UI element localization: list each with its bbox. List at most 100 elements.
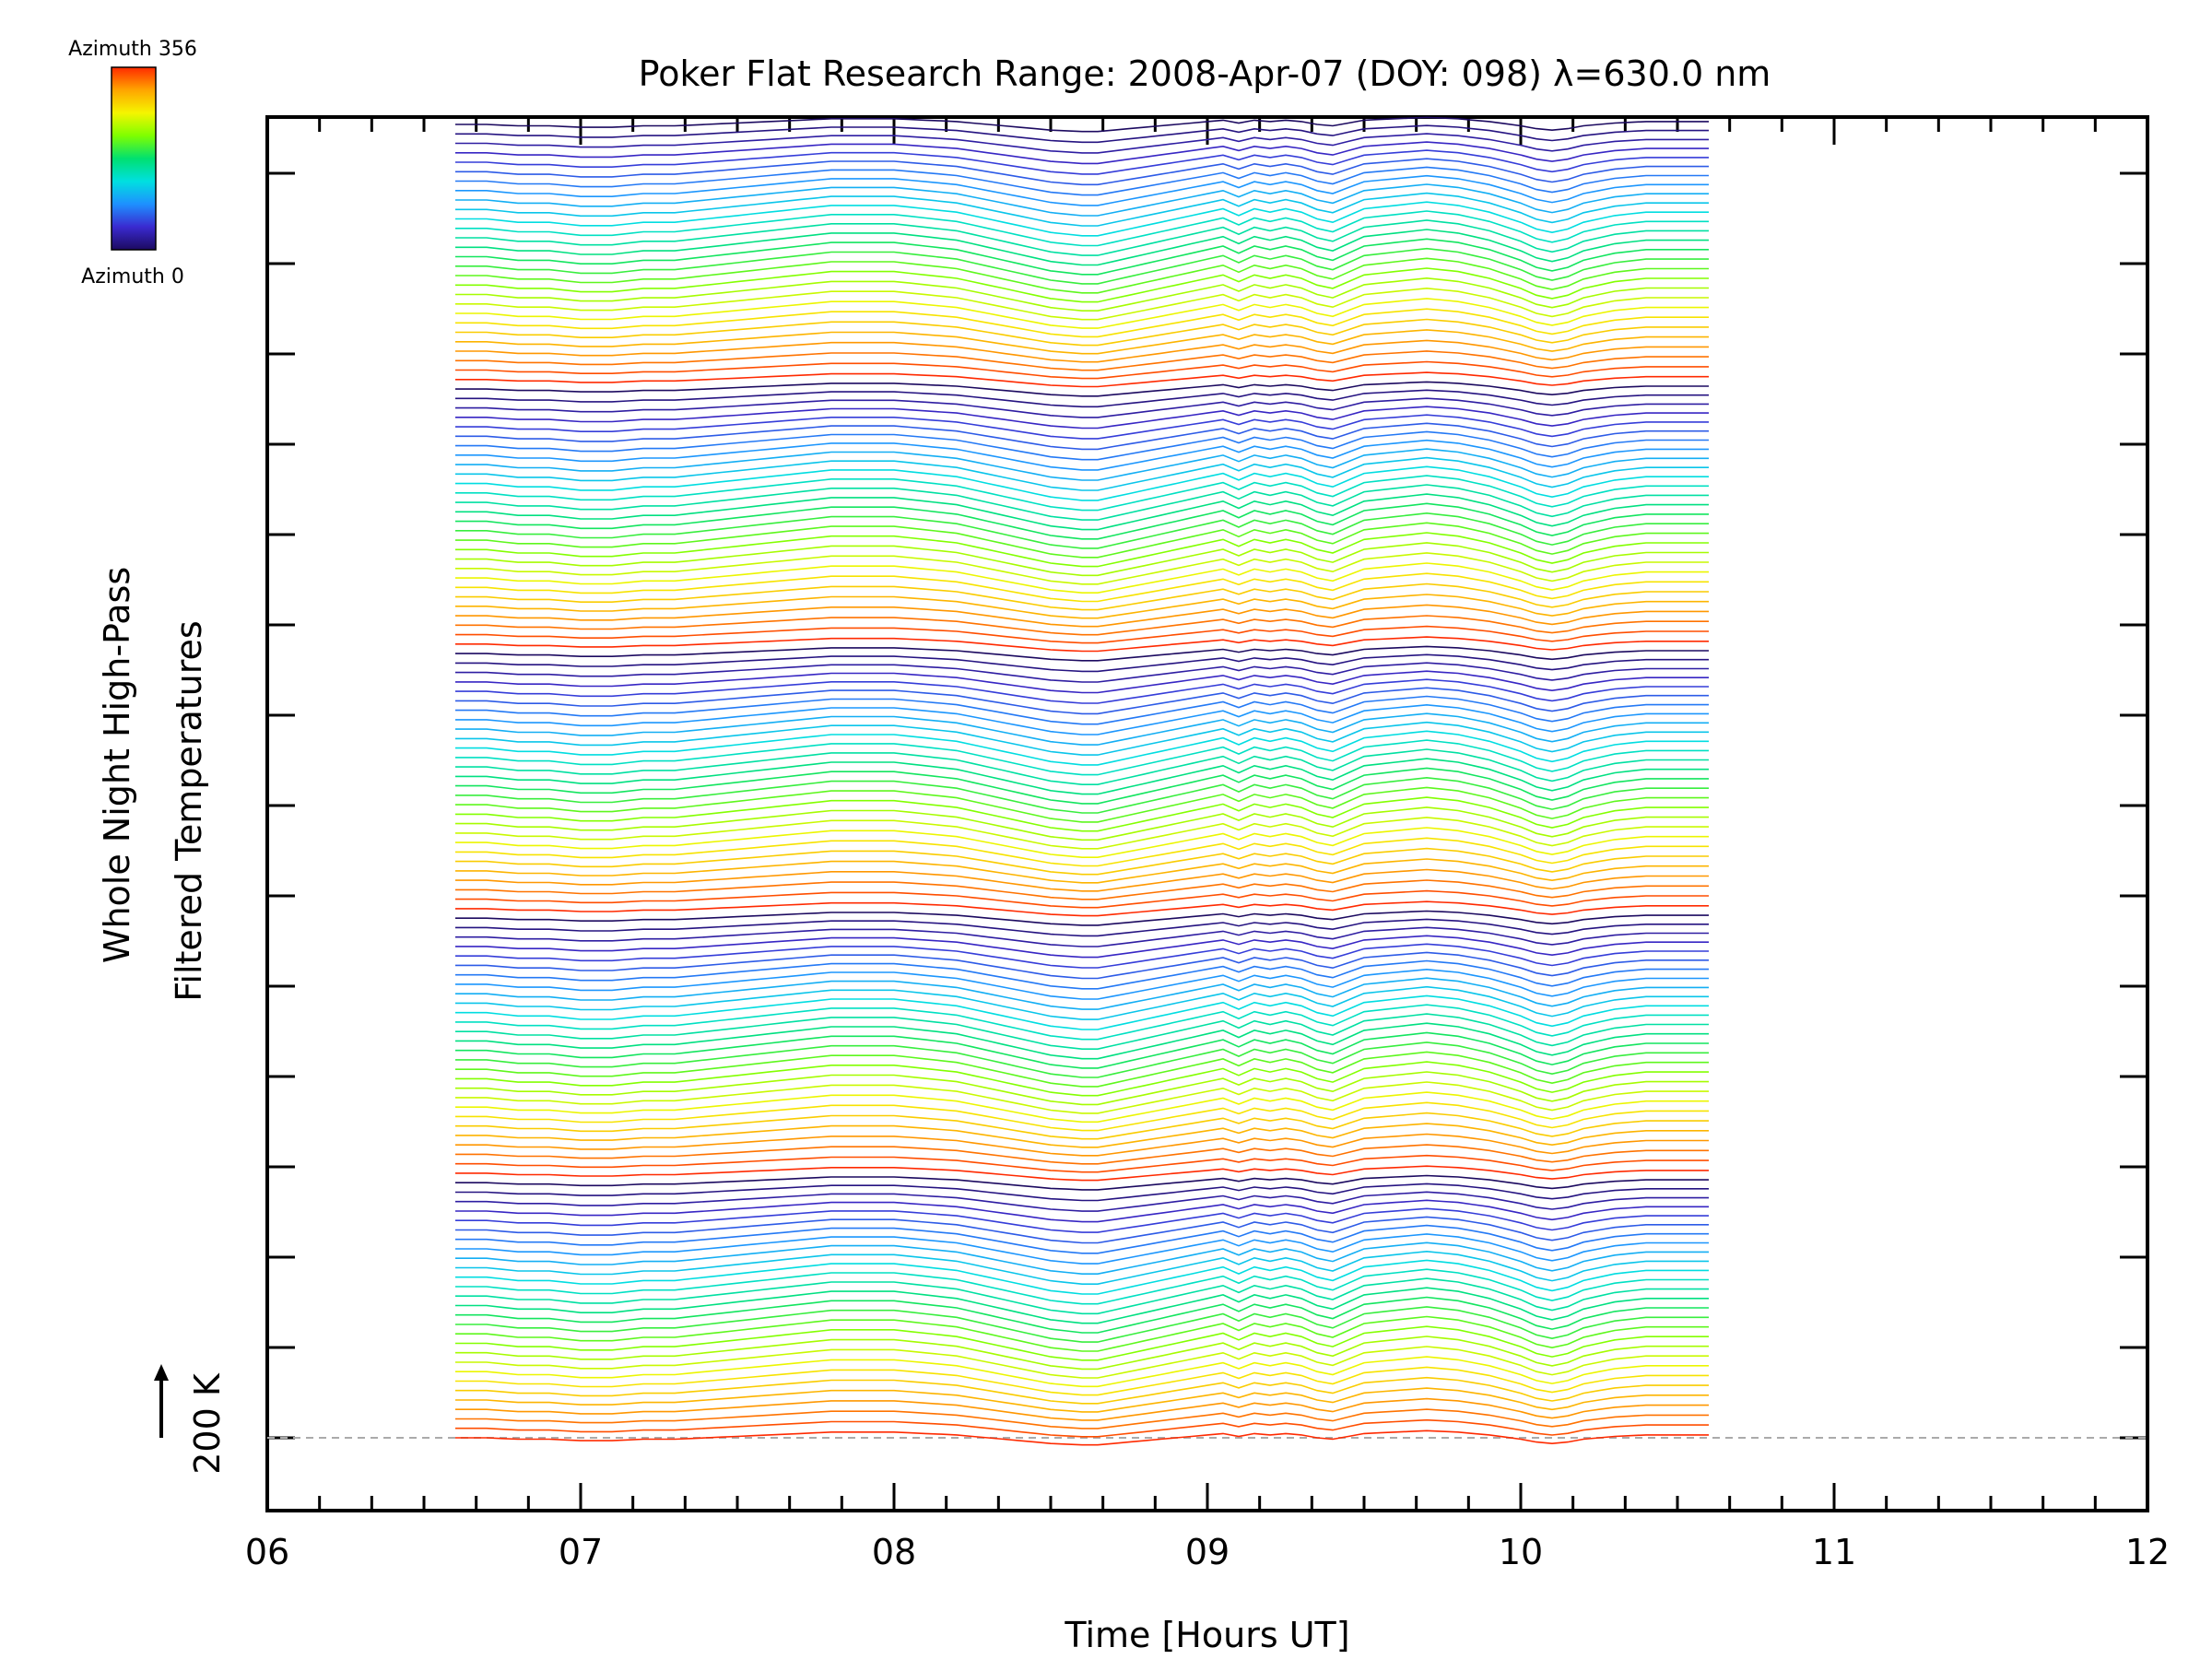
azimuth-trace (455, 339, 1709, 363)
azimuth-trace (455, 465, 1709, 501)
azimuth-trace (455, 493, 1709, 531)
azimuth-trace (455, 1165, 1709, 1182)
azimuth-trace (455, 985, 1709, 1020)
azimuth-trace (455, 796, 1709, 832)
colorbar (111, 66, 157, 251)
azimuth-trace (455, 1154, 1709, 1173)
azimuth-trace (455, 448, 1709, 481)
azimuth-trace (455, 910, 1709, 926)
azimuth-trace (455, 879, 1709, 900)
azimuth-trace (455, 183, 1709, 217)
azimuth-trace (455, 847, 1709, 876)
azimuth-trace (455, 1101, 1709, 1132)
azimuth-trace (455, 1376, 1709, 1405)
x-tick-label: 08 (872, 1532, 916, 1572)
azimuth-trace (455, 1041, 1709, 1078)
y-axis-label-line2: Filtered Temperatures (169, 620, 209, 1001)
azimuth-trace (455, 414, 1709, 440)
azimuth-trace (455, 219, 1709, 256)
azimuth-trace (455, 512, 1709, 549)
azimuth-trace (455, 1250, 1709, 1285)
azimuth-trace (455, 1356, 1709, 1388)
x-tick-labels: 06 07 08 09 10 11 12 (245, 1532, 2170, 1572)
chart-title: Poker Flat Research Range: 2008-Apr-07 (… (639, 53, 1771, 94)
azimuth-trace (455, 935, 1709, 959)
azimuth-trace (455, 1224, 1709, 1254)
azimuth-trace (455, 484, 1709, 521)
azimuth-trace (455, 1144, 1709, 1165)
azimuth-trace (455, 730, 1709, 766)
azimuth-trace (455, 1408, 1709, 1430)
azimuth-trace (455, 943, 1709, 969)
azimuth-trace (455, 594, 1709, 619)
azimuth-trace (455, 360, 1709, 380)
azimuth-trace (455, 776, 1709, 814)
azimuth-trace (455, 532, 1709, 568)
azimuth-trace (455, 381, 1709, 397)
y-axis-label-line1: Whole Night High-Pass (97, 567, 137, 963)
azimuth-trace (455, 703, 1709, 735)
azimuth-trace (455, 721, 1709, 756)
azimuth-trace (455, 1051, 1709, 1088)
azimuth-trace (455, 350, 1709, 371)
azimuth-trace (455, 318, 1709, 347)
azimuth-trace (455, 739, 1709, 776)
azimuth-trace (455, 371, 1709, 388)
azimuth-trace (455, 1233, 1709, 1265)
azimuth-trace (455, 645, 1709, 662)
azimuth-trace (455, 1387, 1709, 1413)
azimuth-trace (455, 422, 1709, 451)
azimuth-trace (455, 1241, 1709, 1275)
azimuth-trace (455, 1091, 1709, 1124)
trace-series (455, 116, 1709, 1446)
x-tick-label: 06 (245, 1532, 289, 1572)
azimuth-trace (455, 257, 1709, 294)
azimuth-trace (455, 678, 1709, 704)
azimuth-trace (455, 1112, 1709, 1140)
azimuth-trace (455, 439, 1709, 471)
scale-bar-label: 200 K (187, 1372, 228, 1475)
azimuth-trace (455, 116, 1709, 133)
azimuth-trace (455, 1174, 1709, 1191)
azimuth-trace (455, 1191, 1709, 1212)
azimuth-trace (455, 1296, 1709, 1334)
azimuth-trace (455, 977, 1709, 1010)
azimuth-trace (455, 1004, 1709, 1041)
azimuth-trace (455, 502, 1709, 540)
azimuth-trace (455, 1071, 1709, 1106)
azimuth-trace (455, 475, 1709, 512)
azimuth-trace (455, 653, 1709, 673)
azimuth-trace (455, 308, 1709, 338)
azimuth-trace (455, 1325, 1709, 1361)
azimuth-trace (455, 959, 1709, 990)
azimuth-trace (455, 636, 1709, 653)
azimuth-trace (455, 1216, 1709, 1244)
azimuth-trace (455, 1418, 1709, 1438)
azimuth-trace (455, 582, 1709, 611)
azimuth-trace (455, 889, 1709, 909)
azimuth-trace (455, 1268, 1709, 1305)
azimuth-trace (455, 406, 1709, 429)
azimuth-trace (455, 397, 1709, 418)
azimuth-trace (455, 1277, 1709, 1315)
azimuth-trace (455, 562, 1709, 594)
azimuth-trace (455, 1366, 1709, 1396)
azimuth-trace (455, 1335, 1709, 1371)
azimuth-trace (455, 1133, 1709, 1157)
colorbar-top-label: Azimuth 356 (68, 38, 197, 61)
azimuth-trace (455, 695, 1709, 725)
azimuth-trace (455, 552, 1709, 585)
azimuth-trace (455, 238, 1709, 276)
azimuth-trace (455, 604, 1709, 628)
azimuth-trace (455, 858, 1709, 884)
x-tick-label: 07 (559, 1532, 603, 1572)
azimuth-trace (455, 1430, 1709, 1446)
azimuth-trace (455, 1346, 1709, 1379)
azimuth-trace (455, 1207, 1709, 1233)
azimuth-trace (455, 868, 1709, 892)
x-tick-label: 11 (1812, 1532, 1856, 1572)
azimuth-trace (455, 1199, 1709, 1223)
x-tick-label: 12 (2125, 1532, 2170, 1572)
azimuth-trace (455, 572, 1709, 603)
